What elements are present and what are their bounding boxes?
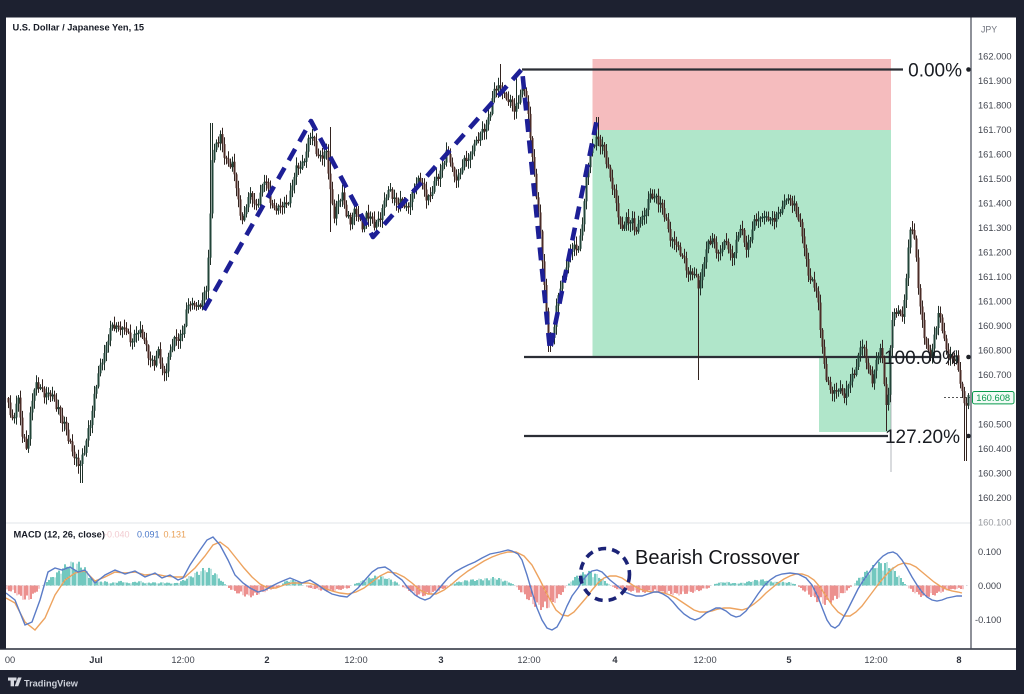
svg-text:-0.100: -0.100: [975, 615, 1001, 625]
svg-text:-0.040: -0.040: [104, 530, 130, 540]
svg-text:161.400: 161.400: [978, 199, 1012, 209]
svg-text:161.500: 161.500: [978, 174, 1012, 184]
svg-text:4: 4: [612, 655, 618, 665]
svg-text:160.300: 160.300: [978, 468, 1012, 478]
svg-text:100.00%: 100.00%: [884, 348, 959, 369]
svg-text:127.20%: 127.20%: [885, 427, 960, 448]
svg-text:161.200: 161.200: [978, 248, 1012, 258]
svg-text:0.00%: 0.00%: [908, 61, 962, 82]
svg-text:5: 5: [786, 655, 791, 665]
svg-text:161.700: 161.700: [978, 125, 1012, 135]
svg-text:160.100: 160.100: [978, 517, 1012, 527]
svg-text:3: 3: [438, 655, 443, 665]
svg-text:160.200: 160.200: [978, 493, 1012, 503]
svg-text:Bearish Crossover: Bearish Crossover: [635, 547, 800, 569]
svg-text:160.400: 160.400: [978, 444, 1012, 454]
svg-text:0.100: 0.100: [978, 547, 1001, 557]
svg-text:8: 8: [956, 655, 961, 665]
svg-text:12:00: 12:00: [864, 655, 887, 665]
svg-text:0.091: 0.091: [137, 530, 160, 540]
svg-text:161.000: 161.000: [978, 297, 1012, 307]
svg-text:161.100: 161.100: [978, 272, 1012, 282]
svg-text:160.500: 160.500: [978, 419, 1012, 429]
svg-text:160.800: 160.800: [978, 346, 1012, 356]
svg-text:TradingView: TradingView: [24, 679, 79, 689]
svg-text:U.S. Dollar / Japanese Yen, 15: U.S. Dollar / Japanese Yen, 15: [13, 23, 145, 33]
svg-text:161.800: 161.800: [978, 100, 1012, 110]
svg-text:12:00: 12:00: [693, 655, 716, 665]
svg-text:Jul: Jul: [89, 655, 102, 665]
svg-text:00: 00: [5, 655, 15, 665]
svg-text:0.000: 0.000: [978, 581, 1001, 591]
svg-text:162.000: 162.000: [978, 51, 1012, 61]
svg-text:161.300: 161.300: [978, 223, 1012, 233]
svg-text:160.608: 160.608: [976, 392, 1010, 403]
svg-text:12:00: 12:00: [517, 655, 540, 665]
svg-text:0.131: 0.131: [164, 530, 187, 540]
svg-text:JPY: JPY: [981, 25, 997, 35]
svg-text:MACD (12, 26, close): MACD (12, 26, close): [14, 530, 105, 540]
svg-text:2: 2: [264, 655, 269, 665]
svg-text:161.900: 161.900: [978, 76, 1012, 86]
svg-text:160.700: 160.700: [978, 370, 1012, 380]
svg-text:12:00: 12:00: [344, 655, 367, 665]
svg-text:161.600: 161.600: [978, 149, 1012, 159]
svg-text:160.900: 160.900: [978, 321, 1012, 331]
svg-text:12:00: 12:00: [171, 655, 194, 665]
